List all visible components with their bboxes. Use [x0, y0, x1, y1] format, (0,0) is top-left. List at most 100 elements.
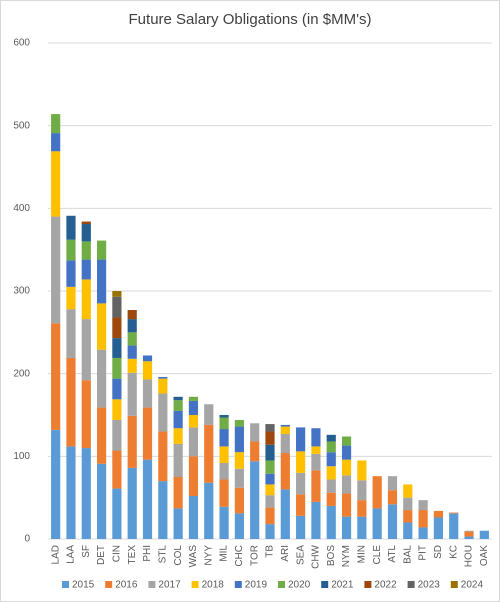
bar-segment	[66, 446, 76, 539]
bar-segment	[265, 507, 275, 525]
bar-segment	[326, 434, 336, 442]
bar-segment	[250, 461, 260, 539]
bar-segment	[51, 114, 61, 134]
bar-segment	[81, 448, 91, 539]
legend-label: 2024	[461, 580, 484, 591]
y-tick-label: 300	[13, 286, 30, 297]
bar-segment	[173, 508, 183, 539]
bar-segment	[280, 489, 290, 539]
bar-segment	[96, 407, 107, 464]
bar-segment	[326, 492, 336, 506]
legend-swatch	[450, 581, 458, 588]
bar-segment	[280, 426, 290, 435]
bar-segment	[188, 415, 199, 428]
bar-segment	[296, 494, 306, 516]
bar-segment	[173, 443, 183, 477]
x-tick-label: MIL	[219, 545, 230, 562]
bar-segment	[112, 399, 122, 420]
bar-segment	[81, 224, 91, 242]
legend-label: 2021	[331, 580, 354, 591]
y-tick-label: 500	[13, 120, 30, 131]
bar-segment	[127, 310, 137, 320]
bar-segment	[96, 463, 107, 539]
bar-segment	[250, 423, 260, 442]
x-tick-label: COL	[173, 545, 184, 566]
bar-segment	[127, 345, 137, 359]
bar-segment	[51, 216, 61, 324]
x-tick-label: HOU	[464, 545, 475, 567]
x-tick-label: DET	[96, 545, 107, 565]
y-tick-label: 200	[13, 368, 30, 379]
bar-segment	[158, 431, 168, 482]
bar-segment	[433, 510, 444, 518]
bar-segment	[418, 510, 428, 528]
legend-swatch	[105, 581, 113, 588]
bar-segment	[66, 286, 76, 310]
bar-segment	[234, 487, 244, 514]
bar-segment	[449, 512, 459, 514]
bar-segment	[311, 446, 321, 454]
legend-swatch	[62, 581, 69, 588]
x-tick-label: LAD	[50, 545, 61, 564]
bar-segment	[433, 517, 444, 539]
bar-segment	[403, 522, 413, 539]
bar-segment	[127, 415, 137, 468]
legend-label: 2022	[374, 580, 397, 591]
bar-segment	[127, 372, 137, 416]
bar-segment	[81, 380, 91, 449]
bar-segment	[296, 472, 306, 495]
bar-segment	[112, 291, 122, 297]
bar-segment	[66, 215, 76, 240]
bar-segment	[357, 516, 367, 539]
bar-segment	[219, 479, 229, 507]
x-tick-label: MIN	[357, 545, 368, 563]
bar-segment	[341, 459, 352, 476]
bar-segment	[112, 488, 122, 539]
bar-segment	[341, 475, 352, 494]
bar-segment	[219, 446, 229, 463]
bar-segment	[158, 393, 168, 432]
bar-segment	[449, 513, 459, 539]
bar-segment	[112, 338, 122, 358]
bar-segment	[250, 441, 260, 462]
bar-segment	[464, 536, 474, 539]
bar-segment	[326, 466, 336, 480]
legend-label: 2018	[202, 580, 225, 591]
bar-segment	[280, 453, 290, 490]
bar-segment	[296, 427, 306, 452]
x-tick-label: SF	[81, 545, 92, 558]
bar-segment	[112, 317, 122, 339]
x-tick-label: NYY	[203, 545, 214, 566]
bar-segment	[51, 151, 61, 217]
bar-segment	[280, 434, 290, 454]
bar-segment	[357, 460, 367, 481]
bar-segment	[158, 481, 168, 539]
y-tick-label: 100	[13, 451, 30, 462]
bar-segment	[96, 240, 107, 260]
bar-segment	[188, 400, 199, 415]
x-tick-label: CLE	[372, 545, 383, 565]
bar-segment	[142, 379, 153, 408]
bar-segment	[403, 497, 413, 511]
legend-swatch	[407, 581, 415, 588]
bar-segment	[219, 415, 229, 418]
x-tick-label: SEA	[295, 545, 306, 565]
x-tick-label: PIT	[418, 545, 429, 561]
bar-segment	[296, 451, 306, 473]
bar-segment	[96, 349, 107, 408]
x-tick-label: CHW	[311, 544, 322, 568]
bar-segment	[173, 396, 183, 401]
x-tick-label: CIN	[112, 545, 123, 562]
bar-segment	[112, 450, 122, 489]
legend-swatch	[364, 581, 372, 588]
legend-swatch	[191, 581, 199, 588]
bar-segment	[265, 431, 275, 445]
x-tick-label: TOR	[249, 545, 260, 566]
bar-segment	[326, 452, 336, 467]
bar-segment	[66, 357, 76, 447]
bar-segment	[280, 424, 290, 427]
bar-segment	[81, 319, 91, 381]
bar-segment	[158, 376, 168, 379]
legend-swatch	[148, 581, 156, 588]
